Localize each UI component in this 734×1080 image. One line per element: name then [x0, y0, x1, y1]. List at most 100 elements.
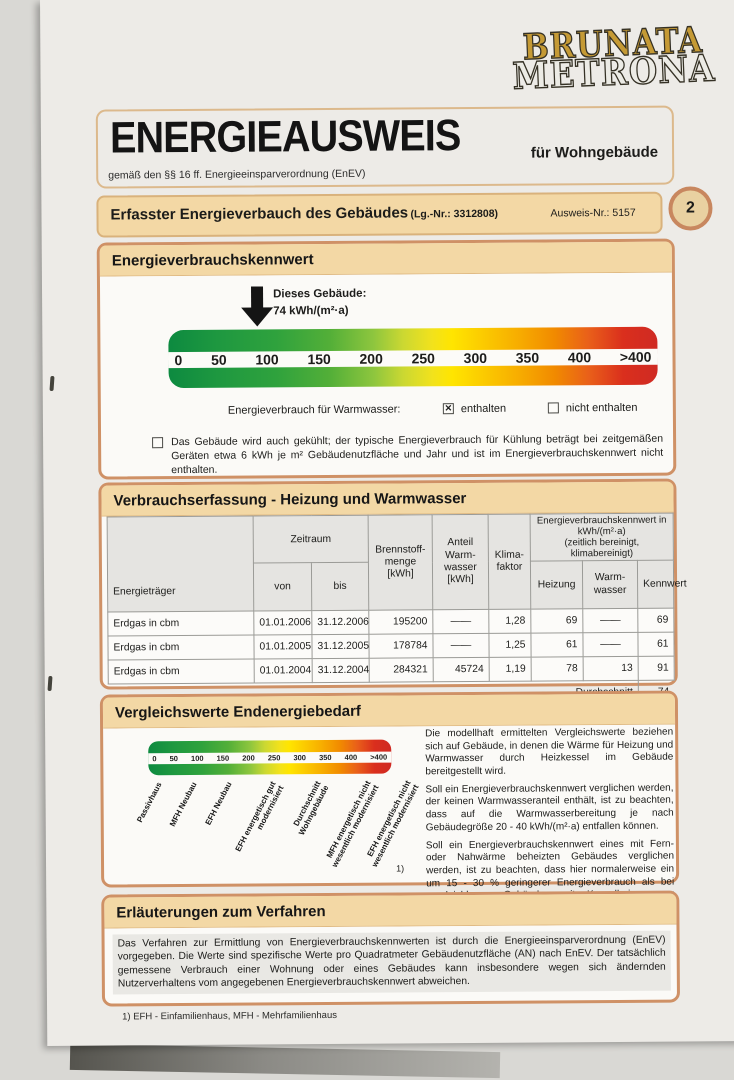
footnote: 1) EFH - Einfamilienhaus, MFH - Mehrfami… [122, 1009, 338, 1023]
scale-tick: >400 [619, 348, 652, 365]
building-indicator-arrow-icon [251, 286, 264, 309]
scale-tick: 300 [463, 349, 488, 367]
brunata-metrona-logo: BRUNATA METRONA [507, 19, 719, 99]
section-erlaeuterungen: Erläuterungen zum Verfahren Das Verfahre… [101, 890, 681, 1007]
col-heizung: Heizung [530, 560, 583, 610]
cell-bis: 31.12.2005 [311, 634, 369, 659]
certificate-number: Ausweis-Nr.: 5157 [550, 206, 636, 220]
checkbox-nicht-enthalten-icon [547, 402, 559, 414]
col-bis: bis [311, 562, 369, 611]
scale-tick: 250 [411, 350, 435, 367]
cell-kennwert: 61 [637, 632, 675, 657]
scale-tick: 300 [293, 753, 306, 763]
checkbox-cooling-icon [152, 437, 164, 449]
cell-klima: 1,25 [488, 633, 532, 658]
cell-heizung: 69 [530, 608, 583, 634]
building-value: 74 kWh/(m²·a) [273, 304, 349, 318]
cell-heizung: 78 [531, 656, 584, 682]
col-klimafaktor: Klima- faktor [488, 514, 531, 610]
energy-scale-tick-band: 0 50 100 150 200 250 300 350 400 >400 [168, 348, 658, 369]
scale-tick: 400 [344, 752, 358, 762]
scale-tick: 100 [190, 753, 204, 763]
cooling-note-row: Das Gebäude wird auch gekühlt; der typis… [101, 432, 673, 476]
scale-tick: 200 [242, 753, 255, 763]
col-group-kennwert: Energieverbrauchskennwert in kWh/(m²·a) … [530, 513, 674, 562]
cell-klima: 1,28 [488, 609, 531, 634]
option-enthalten: enthalten [460, 402, 507, 416]
comparison-scale-tick-band: 0 50 100 150 200 250 300 350 400 >400 [148, 751, 392, 765]
cell-kennwert: 69 [637, 608, 674, 633]
cell-anteil: —— [432, 609, 489, 634]
scale-tick: 50 [169, 754, 178, 764]
cell-warmwasser: —— [582, 608, 638, 633]
cell-menge: 178784 [368, 633, 434, 659]
checkbox-enthalten-checked-icon: ✕ [442, 403, 454, 415]
cell-warmwasser: —— [582, 632, 639, 657]
recorded-consumption-bar: Erfasster Energieverbauch des Gebäudes (… [96, 191, 663, 238]
cell-traeger: Erdgas in cbm [108, 659, 255, 685]
building-label: Dieses Gebäude: [273, 287, 367, 301]
title-subtitle: gemäß den §§ 16 ff. Energieeinsparverord… [108, 167, 366, 182]
comparison-scale: 0 50 100 150 200 250 300 350 400 >400 [148, 739, 392, 776]
scale-tick: 250 [267, 753, 281, 763]
comparison-paragraph: Die modellhaft ermittelten Vergleichswer… [425, 726, 674, 778]
scale-tick: 50 [210, 351, 227, 368]
cell-klima: 1,19 [489, 657, 532, 682]
col-von: von [253, 562, 312, 612]
scale-tick: 100 [255, 351, 279, 368]
erlaeuterungen-body: Das Verfahren zur Ermittlung von Energie… [112, 930, 671, 995]
footnote-reference: 1) [396, 863, 405, 874]
logo-line-metrona: METRONA [511, 47, 717, 99]
section-vergleichswerte: Vergleichswerte Endenergiebedarf 0 50 10… [99, 690, 680, 914]
cell-anteil: 45724 [433, 657, 490, 682]
cell-von: 01.01.2006 [253, 610, 312, 636]
section-heading: Energieverbrauchskennwert [99, 241, 672, 277]
paper-stack-edge [69, 1043, 501, 1079]
cell-bis: 31.12.2004 [312, 658, 369, 683]
scale-tick: 150 [216, 753, 230, 763]
option-nicht-enthalten: nicht enthalten [565, 401, 638, 415]
col-warmwasser: Warm- wasser [582, 560, 638, 609]
document-title: ENERGIEAUSWEIS [109, 111, 461, 163]
col-anteil-warmwasser: Anteil Warm- wasser [kWh] [432, 514, 489, 610]
cell-menge: 195200 [368, 609, 433, 635]
document-page: BRUNATA METRONA ENERGIEAUSWEIS für Wohng… [40, 0, 734, 1046]
section-energieverbrauchskennwert: Energieverbrauchskennwert Dieses Gebäude… [96, 238, 677, 480]
building-indicator-arrowhead-icon [241, 307, 274, 327]
title-suffix: für Wohngebäude [530, 143, 659, 162]
energy-scale: 0 50 100 150 200 250 300 350 400 >400 [168, 326, 658, 389]
title-box: ENERGIEAUSWEIS für Wohngebäude gemäß den… [95, 105, 675, 189]
cell-kennwert: 91 [638, 656, 675, 681]
cell-anteil: —— [432, 633, 490, 658]
cell-menge: 284321 [369, 657, 434, 683]
col-kennwert: Kennwert [637, 560, 687, 609]
cell-von: 01.01.2004 [254, 658, 313, 684]
warmwasser-label: Energieverbrauch für Warmwasser: [227, 403, 401, 417]
scale-tick: >400 [370, 752, 388, 762]
section-heading: Vergleichswerte Endenergiebedarf [102, 693, 676, 729]
cell-traeger: Erdgas in cbm [107, 611, 254, 637]
section-heading: Erläuterungen zum Verfahren [104, 893, 677, 929]
scale-tick: 200 [359, 350, 383, 367]
scale-tick: 150 [307, 350, 331, 368]
scale-tick: 400 [567, 349, 592, 366]
cell-von: 01.01.2005 [253, 634, 313, 660]
section-verbrauchserfassung: Verbrauchserfassung - Heizung und Warmwa… [98, 478, 687, 704]
consumption-table: Energieträger Zeitraum Brennstoff- menge… [107, 513, 687, 708]
page-number-badge: 2 [668, 186, 713, 231]
lg-number: (Lg.-Nr.: 3312808) [410, 207, 499, 221]
col-energietraeger: Energieträger [107, 516, 254, 613]
cell-bis: 31.12.2006 [311, 610, 369, 635]
scale-tick: 0 [152, 754, 157, 764]
col-brennstoffmenge: Brennstoff- menge [kWh] [368, 514, 433, 611]
col-zeitraum: Zeitraum [253, 515, 369, 564]
scale-tick: 0 [174, 352, 183, 369]
cell-heizung: 61 [530, 632, 584, 658]
scale-tick: 350 [319, 752, 332, 763]
cell-traeger: Erdgas in cbm [107, 635, 255, 661]
recorded-consumption-label: Erfasster Energieverbauch des Gebäudes [110, 204, 409, 224]
scale-tick: 350 [515, 349, 540, 366]
warmwasser-row: Energieverbrauch für Warmwasser: ✕ entha… [101, 402, 673, 417]
cell-warmwasser: 13 [583, 656, 639, 681]
